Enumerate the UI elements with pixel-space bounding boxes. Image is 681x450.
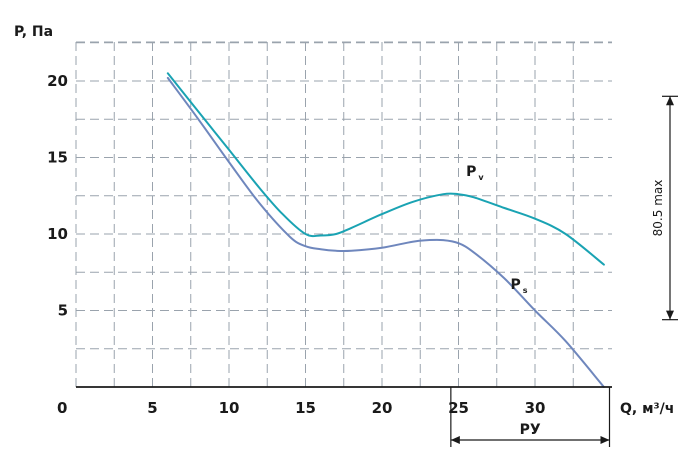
series-line-ps xyxy=(166,76,605,388)
dimension-arrow-up-icon xyxy=(666,96,674,106)
x-tick-label: 10 xyxy=(219,399,240,417)
x-tick-label: 15 xyxy=(295,399,316,417)
y-tick-label: 5 xyxy=(58,302,68,320)
y-axis-title: P, Па xyxy=(14,24,53,40)
x-tick-label: 20 xyxy=(372,399,393,417)
vertical-dimension: 80.5 max xyxy=(651,95,678,321)
ru-dimension: РУ xyxy=(450,387,611,447)
y-tick-label: 15 xyxy=(47,149,68,167)
ru-label: РУ xyxy=(520,422,541,438)
dimension-arrow-down-icon xyxy=(666,310,674,320)
dimension-label: 80.5 max xyxy=(651,180,665,237)
x-tick-label: 5 xyxy=(147,399,157,417)
y-tick-label: 20 xyxy=(47,72,68,90)
ru-arrow-right-icon xyxy=(600,436,610,444)
x-axis-title: Q, м³/ч xyxy=(620,401,674,417)
series-line-pv xyxy=(166,72,605,266)
x-tick-label: 25 xyxy=(448,399,469,417)
y-tick-label: 10 xyxy=(47,225,68,243)
x-tick-label: 30 xyxy=(525,399,546,417)
series-group xyxy=(166,72,605,388)
grid xyxy=(75,41,612,387)
tick-labels: 5 10 15 20 25 30 5 10 15 20 xyxy=(47,72,545,417)
ru-arrow-left-icon xyxy=(450,436,460,444)
x-origin-label: 0 xyxy=(57,399,67,417)
